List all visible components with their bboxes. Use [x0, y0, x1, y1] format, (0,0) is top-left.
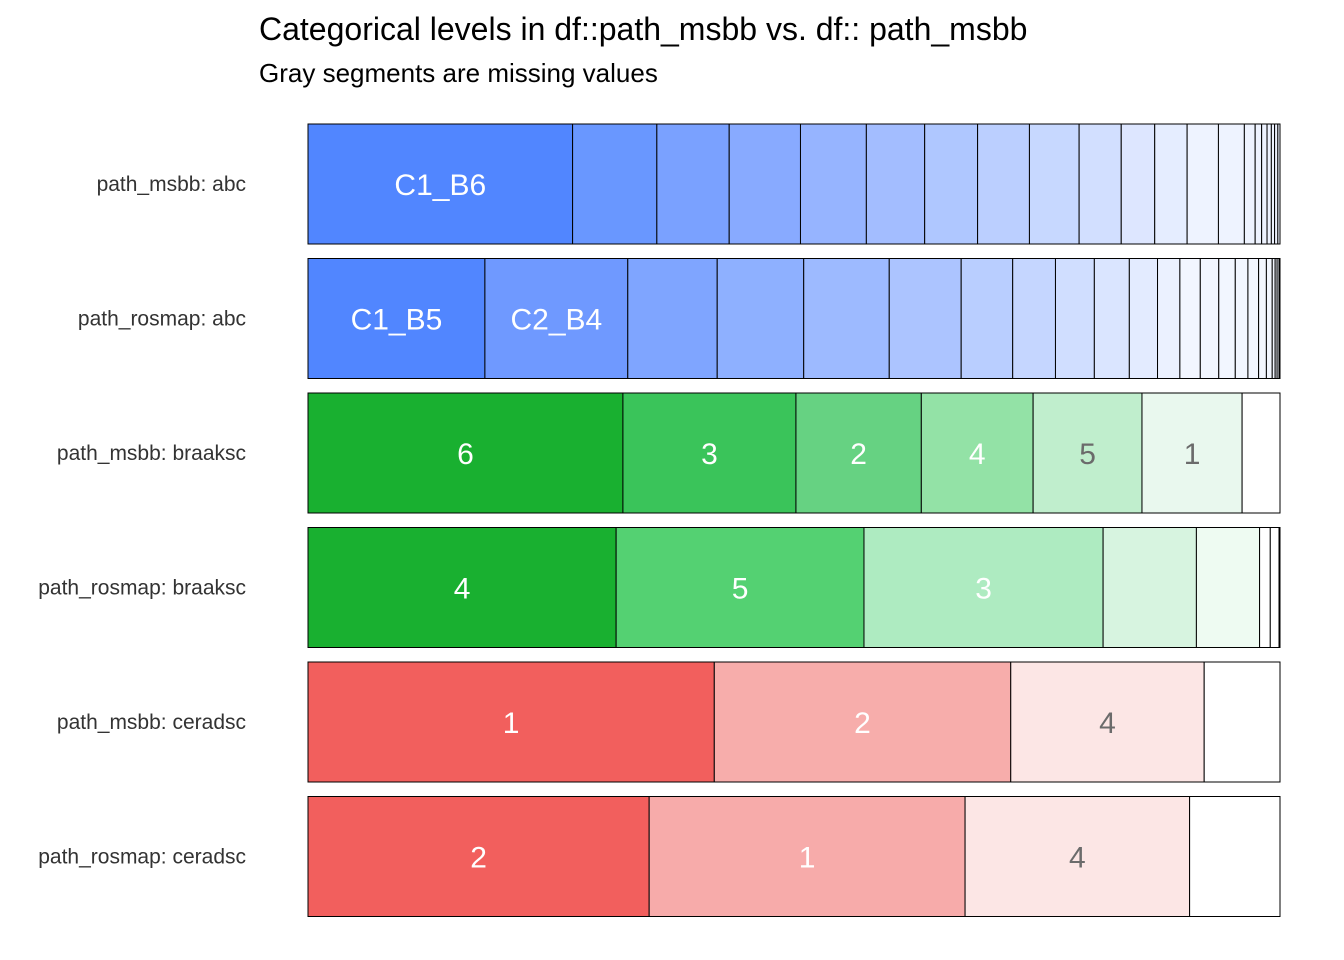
- bar-segment: [1054, 258, 1095, 379]
- bar-segment: [799, 123, 867, 245]
- row-label: path_msbb: braaksc: [57, 442, 246, 465]
- bar-segment: [1258, 258, 1267, 379]
- bar-segment: [1203, 661, 1281, 783]
- bar-row: path_msbb: braaksc 6 3 2 4 5 1: [57, 392, 1281, 514]
- segment-label: 4: [969, 438, 986, 471]
- bar-segment: [1278, 527, 1281, 648]
- segment-label: 5: [1079, 438, 1096, 471]
- bar-segment: [1028, 123, 1080, 245]
- bar-segment: [1157, 258, 1181, 379]
- bar-segment: [656, 123, 730, 245]
- bar-segment: [1093, 258, 1130, 379]
- bar-segment: [1243, 123, 1256, 245]
- bar-segment: [307, 527, 617, 648]
- segment-label: 2: [470, 842, 487, 875]
- bar-segment: [1259, 527, 1271, 648]
- bar-segment: [484, 258, 629, 379]
- row-label: path_rosmap: ceradsc: [38, 846, 246, 869]
- bar-segment: [1032, 392, 1143, 514]
- bar-segment: [307, 796, 650, 917]
- bar-segment: [716, 258, 805, 379]
- bar-segment: [307, 392, 624, 514]
- segment-label: C1_B6: [394, 169, 486, 202]
- bar-segment: [1217, 123, 1245, 245]
- segment-label: 4: [1099, 707, 1116, 740]
- bar-segment: [1189, 796, 1281, 917]
- bar-segment: [1269, 527, 1280, 648]
- bar-segment: [572, 123, 658, 245]
- bar-segment: [1010, 661, 1205, 783]
- segment-label: 4: [454, 573, 471, 606]
- bar-row: path_rosmap: braaksc 4 5 3: [38, 527, 1281, 648]
- row-label: path_rosmap: braaksc: [38, 577, 246, 600]
- bar-segment: [1141, 392, 1243, 514]
- segment-label: 1: [799, 842, 816, 875]
- chart-subtitle: Gray segments are missing values: [259, 58, 658, 88]
- segment-label: 2: [850, 438, 867, 471]
- bar-segment: [1234, 258, 1249, 379]
- bar-segment: [1128, 258, 1159, 379]
- bar-segment: [1179, 258, 1201, 379]
- bar-segment: [615, 527, 865, 648]
- bar-segment: [795, 392, 922, 514]
- segment-label: 1: [503, 707, 520, 740]
- bar-segment: [1218, 258, 1236, 379]
- row-label: path_msbb: abc: [97, 173, 246, 196]
- bar-segment: [1277, 123, 1281, 245]
- bar-segment: [627, 258, 718, 379]
- bar-segment: [728, 123, 801, 245]
- bar-segment: [863, 527, 1104, 648]
- bar-segment: [1186, 123, 1219, 245]
- bar-segment: [964, 796, 1191, 917]
- bar-segment: [1102, 527, 1197, 648]
- segment-label: 3: [975, 573, 992, 606]
- bar-segment: [1078, 123, 1122, 245]
- segment-label: 4: [1069, 842, 1086, 875]
- bar-row: path_msbb: abc C1_B6: [97, 123, 1281, 245]
- bar-segment: [622, 392, 797, 514]
- row-label: path_msbb: ceradsc: [57, 711, 246, 734]
- bar-segment: [1154, 123, 1188, 245]
- bar-segment: [1278, 258, 1281, 379]
- segment-label: C1_B5: [351, 304, 443, 337]
- bar-segment: [865, 123, 926, 245]
- bar-row: path_rosmap: ceradsc 2 1 4: [38, 796, 1281, 917]
- bar-segment: [1199, 258, 1220, 379]
- bar-segment: [960, 258, 1014, 379]
- segment-label: 5: [732, 573, 749, 606]
- bar-segment: [924, 123, 979, 245]
- bar-segment: [1195, 527, 1261, 648]
- chart-title: Categorical levels in df::path_msbb vs. …: [259, 11, 1027, 47]
- bar-segment: [1266, 123, 1272, 245]
- segment-label: 1: [1184, 438, 1201, 471]
- bar-segment: [1261, 123, 1268, 245]
- bar-segment: [888, 258, 962, 379]
- bar-segment: [803, 258, 890, 379]
- segment-label: 3: [701, 438, 718, 471]
- bar-segment: [1120, 123, 1156, 245]
- bar-segment: [1241, 392, 1281, 514]
- bar-row: path_rosmap: abc C1_B5 C2_B4: [78, 258, 1281, 379]
- segment-label: 6: [457, 438, 474, 471]
- bar-segment: [1247, 258, 1260, 379]
- bar-segment: [1012, 258, 1056, 379]
- segment-label: 2: [854, 707, 871, 740]
- bar-segment: [1254, 123, 1263, 245]
- bar-segment: [307, 661, 715, 783]
- stacked-bars: path_msbb: abc C1_B6 path_rosmap: abc C1_B5…: [38, 123, 1281, 917]
- row-label: path_rosmap: abc: [78, 308, 246, 331]
- bar-segment: [648, 796, 966, 917]
- bar-segment: [1265, 258, 1273, 379]
- bar-row: path_msbb: ceradsc 1 2 4: [57, 661, 1281, 783]
- bar-segment: [307, 123, 574, 245]
- segment-label: C2_B4: [510, 304, 602, 337]
- bar-segment: [977, 123, 1030, 245]
